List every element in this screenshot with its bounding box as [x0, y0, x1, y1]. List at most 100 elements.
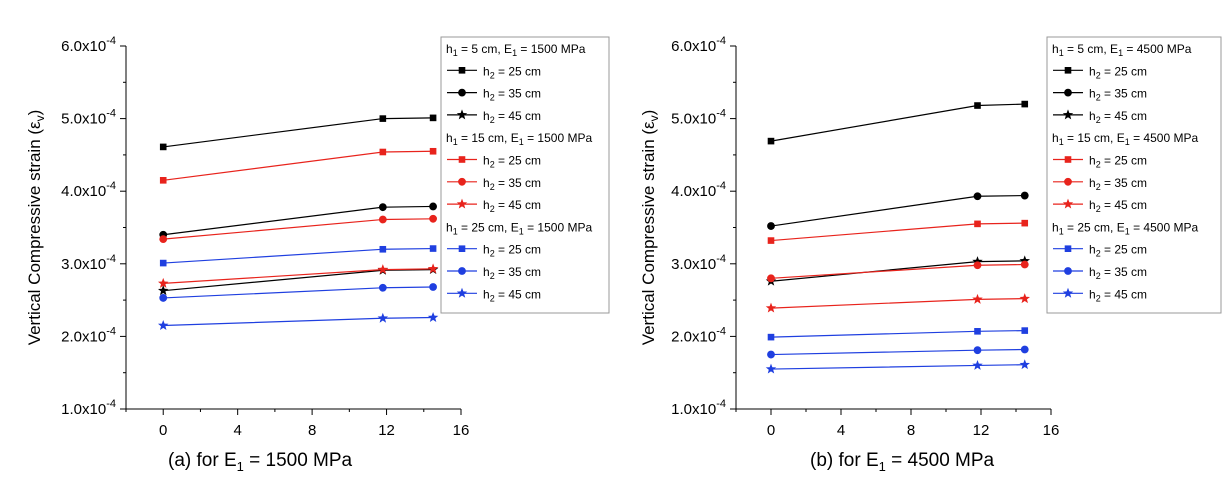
subscript: 1 — [519, 226, 524, 236]
y-tick-label: 4.0x10-4 — [671, 180, 726, 200]
text-part: h — [1089, 243, 1096, 257]
text-part: h — [1052, 131, 1059, 145]
y-tick-mantissa: 4.0x10 — [61, 183, 106, 200]
text-part: ) — [639, 110, 658, 116]
text-part: = 1500 MPa — [524, 220, 593, 234]
text-part: = 5 cm, E — [1064, 42, 1118, 56]
legend-entry-label: h2 = 45 cm — [483, 287, 541, 303]
legend-entry-label: h2 = 45 cm — [1089, 198, 1147, 214]
y-tick-label: 3.0x10-4 — [671, 253, 726, 273]
square-marker — [159, 177, 167, 184]
y-tick-mantissa: 1.0x10 — [671, 401, 716, 418]
subscript: 1 — [1059, 226, 1064, 236]
text-part: h — [1089, 109, 1096, 123]
star-marker — [377, 312, 389, 323]
y-tick-exponent: -4 — [106, 398, 116, 410]
square-marker — [1064, 245, 1072, 252]
circle-marker — [429, 214, 437, 223]
legend-entry-label: h2 = 35 cm — [1089, 265, 1147, 281]
series — [159, 214, 437, 244]
square-marker — [1064, 67, 1072, 74]
text-part: = 5 cm, E — [458, 42, 512, 56]
subscript: 2 — [1096, 160, 1101, 170]
subscript: 1 — [1118, 48, 1123, 58]
text-part: = 25 cm, E — [1064, 220, 1125, 234]
circle-marker — [973, 261, 982, 270]
chart-panel-a: 0 4 8 12 16 1.0x10-4 2.0x10-4 3.0x10-4 4.0x10-4 5… — [25, 35, 610, 474]
text-part: = 35 cm — [495, 265, 541, 279]
subscript: 1 — [519, 137, 524, 147]
text-part: Vertical Compressive strain (ε — [25, 121, 44, 345]
text-part: Vertical Compressive strain (ε — [639, 121, 658, 345]
star-marker — [1062, 109, 1074, 120]
subscript: 2 — [1096, 70, 1101, 80]
text-part: h — [483, 265, 490, 279]
text-part: h — [483, 64, 490, 78]
text-part: = 1500 MPa — [524, 131, 593, 145]
square-marker — [458, 67, 466, 74]
legend-group-header: h1 = 15 cm, E1 = 4500 MPa — [1052, 131, 1198, 147]
series-line — [770, 348, 1025, 356]
text-part: h — [1052, 220, 1059, 234]
axes — [120, 45, 462, 415]
subscript: 2 — [1096, 293, 1101, 303]
subscript: 1 — [512, 48, 517, 58]
subscript: 2 — [490, 93, 495, 103]
series-line — [770, 103, 1025, 142]
star-marker — [377, 264, 389, 275]
text-part: h — [1089, 154, 1096, 168]
series — [159, 245, 437, 267]
star-marker — [456, 198, 468, 209]
text-part: = 35 cm — [1101, 176, 1147, 190]
text-part: = 15 cm, E — [1064, 131, 1125, 145]
text-part: h — [483, 109, 490, 123]
x-tick-label: 4 — [837, 422, 845, 439]
circle-marker — [973, 346, 982, 355]
text-part: = 1500 MPa — [517, 42, 586, 56]
circle-marker — [1064, 267, 1072, 275]
legend-entry-label: h2 = 25 cm — [1089, 64, 1147, 80]
square-marker — [1021, 219, 1029, 227]
y-tick-exponent: -4 — [716, 108, 726, 120]
star-marker — [972, 256, 983, 267]
series — [157, 312, 439, 330]
circle-marker — [378, 215, 387, 224]
text-part: = 4500 MPa — [1130, 131, 1199, 145]
star-marker — [1062, 287, 1074, 298]
circle-marker — [458, 88, 466, 97]
circle-marker — [767, 222, 775, 230]
x-tick-label: 12 — [973, 422, 990, 439]
star-marker — [157, 277, 169, 288]
star-marker — [765, 363, 777, 374]
subscript: 2 — [1096, 115, 1101, 125]
square-marker — [974, 220, 981, 228]
text-part: = 15 cm, E — [458, 131, 519, 145]
y-tick-exponent: -4 — [106, 108, 116, 120]
y-tick-exponent: -4 — [716, 253, 726, 265]
text-part: h — [483, 243, 490, 257]
text-part: h — [1089, 87, 1096, 101]
text-part: h — [1089, 64, 1096, 78]
legend-entry-label: h2 = 45 cm — [1089, 287, 1147, 303]
square-marker — [379, 115, 387, 122]
subscript: 1 — [1125, 137, 1130, 147]
square-marker — [429, 114, 437, 122]
chart-a: 0 4 8 12 161.0x10-42.0x10-43.0x10-44.0x10-45… — [25, 35, 610, 439]
text-part: h — [1089, 176, 1096, 190]
text-part: = 25 cm — [495, 64, 541, 78]
x-tick-label: 4 — [233, 422, 241, 439]
legend-entry-label: h2 = 35 cm — [483, 176, 541, 192]
circle-marker — [378, 203, 387, 212]
y-tick-mantissa: 2.0x10 — [61, 328, 106, 345]
square-marker — [1021, 100, 1029, 108]
series-line — [770, 298, 1025, 309]
caption-text: (a) for E — [168, 450, 237, 471]
legend-entry-label: h2 = 35 cm — [1089, 87, 1147, 103]
subscript: 2 — [490, 204, 495, 214]
text-part: = 45 cm — [1101, 198, 1147, 212]
circle-marker — [1064, 88, 1072, 97]
y-tick-mantissa: 6.0x10 — [671, 38, 716, 55]
y-tick-label: 2.0x10-4 — [671, 325, 726, 345]
star-marker — [1062, 198, 1074, 209]
